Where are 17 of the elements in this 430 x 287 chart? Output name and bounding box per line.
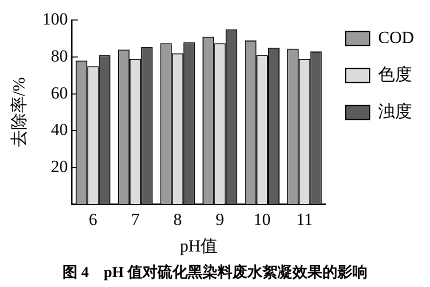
legend-label: COD — [378, 28, 414, 47]
x-tick-label: 9 — [216, 210, 224, 229]
x-tick-label: 7 — [131, 210, 140, 229]
y-tick-label: 80 — [50, 46, 68, 66]
y-tick-label: 100 — [42, 10, 68, 29]
x-tick-label: 11 — [296, 210, 313, 229]
legend-label: 色度 — [378, 64, 412, 84]
x-tick-label: 8 — [173, 210, 182, 229]
caption: 图 4 pH 值对硫化黑染料废水絮凝效果的影响 — [62, 262, 368, 281]
x-axis-title: pH值 — [180, 236, 218, 256]
x-tick-label: 10 — [254, 210, 271, 229]
y-tick-label: 40 — [50, 120, 68, 140]
y-tick-label: 20 — [50, 156, 68, 176]
y-axis-title: 去除率/% — [10, 77, 29, 148]
x-tick-label: 6 — [88, 210, 98, 229]
y-tick-label: 60 — [50, 83, 68, 102]
legend-label: 浊度 — [378, 102, 412, 121]
